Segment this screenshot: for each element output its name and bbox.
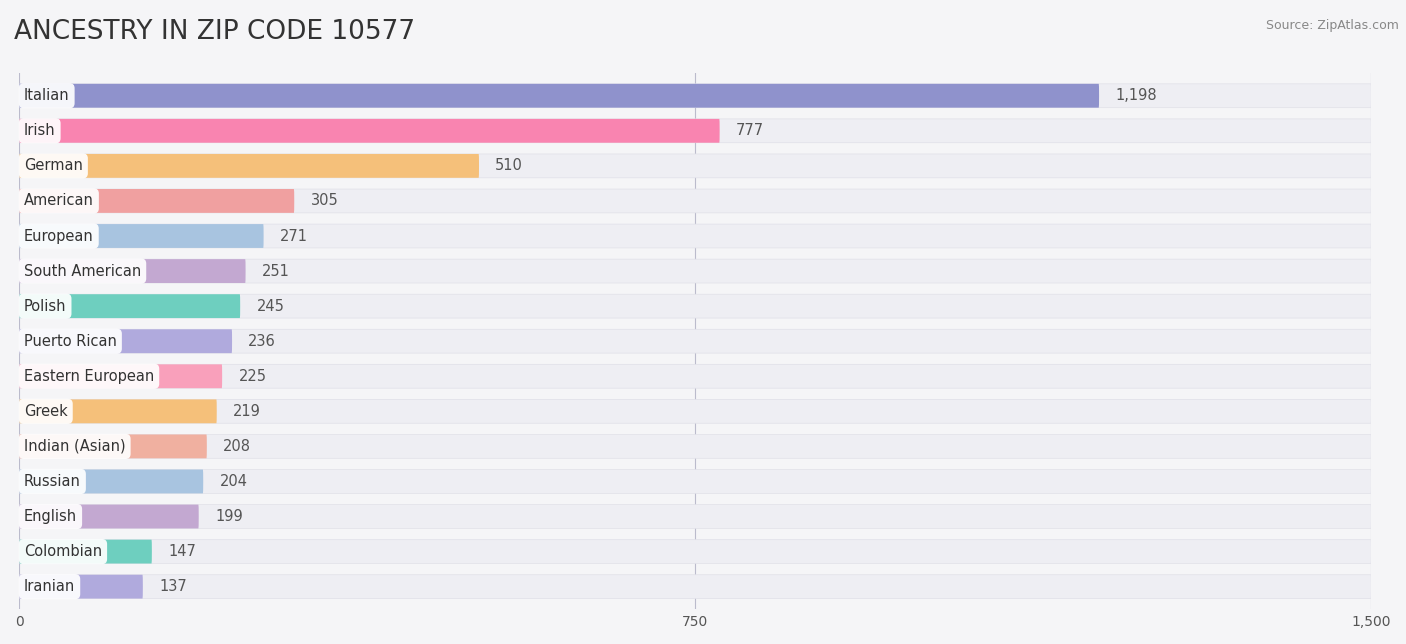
Text: South American: South American [24, 263, 141, 279]
FancyBboxPatch shape [20, 259, 246, 283]
Text: 219: 219 [233, 404, 262, 419]
Text: Italian: Italian [24, 88, 69, 103]
FancyBboxPatch shape [20, 224, 263, 248]
Text: ANCESTRY IN ZIP CODE 10577: ANCESTRY IN ZIP CODE 10577 [14, 19, 415, 45]
Text: 777: 777 [735, 123, 763, 138]
FancyBboxPatch shape [20, 469, 204, 493]
Text: German: German [24, 158, 83, 173]
Text: Russian: Russian [24, 474, 80, 489]
Text: 1,198: 1,198 [1115, 88, 1157, 103]
Text: 225: 225 [239, 369, 266, 384]
FancyBboxPatch shape [20, 119, 720, 143]
FancyBboxPatch shape [20, 365, 222, 388]
Text: 251: 251 [262, 263, 290, 279]
Text: 236: 236 [249, 334, 276, 348]
FancyBboxPatch shape [20, 189, 294, 213]
Text: Eastern European: Eastern European [24, 369, 155, 384]
FancyBboxPatch shape [20, 259, 1371, 283]
Text: Source: ZipAtlas.com: Source: ZipAtlas.com [1265, 19, 1399, 32]
FancyBboxPatch shape [20, 329, 232, 353]
Text: 271: 271 [280, 229, 308, 243]
FancyBboxPatch shape [20, 540, 152, 564]
FancyBboxPatch shape [20, 84, 1099, 108]
FancyBboxPatch shape [20, 399, 217, 423]
Text: Greek: Greek [24, 404, 67, 419]
Text: European: European [24, 229, 94, 243]
FancyBboxPatch shape [20, 505, 198, 529]
FancyBboxPatch shape [20, 119, 1371, 143]
FancyBboxPatch shape [20, 154, 1371, 178]
FancyBboxPatch shape [20, 329, 1371, 353]
FancyBboxPatch shape [20, 540, 1371, 564]
Text: Iranian: Iranian [24, 579, 75, 594]
Text: Colombian: Colombian [24, 544, 103, 559]
Text: 137: 137 [159, 579, 187, 594]
FancyBboxPatch shape [20, 294, 240, 318]
Text: Irish: Irish [24, 123, 55, 138]
FancyBboxPatch shape [20, 505, 1371, 529]
Text: 204: 204 [219, 474, 247, 489]
Text: Indian (Asian): Indian (Asian) [24, 439, 125, 454]
Text: English: English [24, 509, 77, 524]
Text: 208: 208 [224, 439, 252, 454]
Text: 199: 199 [215, 509, 243, 524]
Text: Polish: Polish [24, 299, 66, 314]
FancyBboxPatch shape [20, 365, 1371, 388]
FancyBboxPatch shape [20, 469, 1371, 493]
FancyBboxPatch shape [20, 399, 1371, 423]
FancyBboxPatch shape [20, 84, 1371, 108]
FancyBboxPatch shape [20, 154, 479, 178]
Text: 510: 510 [495, 158, 523, 173]
Text: Puerto Rican: Puerto Rican [24, 334, 117, 348]
FancyBboxPatch shape [20, 189, 1371, 213]
FancyBboxPatch shape [20, 224, 1371, 248]
FancyBboxPatch shape [20, 435, 1371, 459]
FancyBboxPatch shape [20, 435, 207, 459]
Text: 305: 305 [311, 193, 339, 209]
FancyBboxPatch shape [20, 574, 143, 598]
Text: 147: 147 [169, 544, 195, 559]
FancyBboxPatch shape [20, 294, 1371, 318]
Text: 245: 245 [256, 299, 284, 314]
Text: American: American [24, 193, 94, 209]
FancyBboxPatch shape [20, 574, 1371, 598]
